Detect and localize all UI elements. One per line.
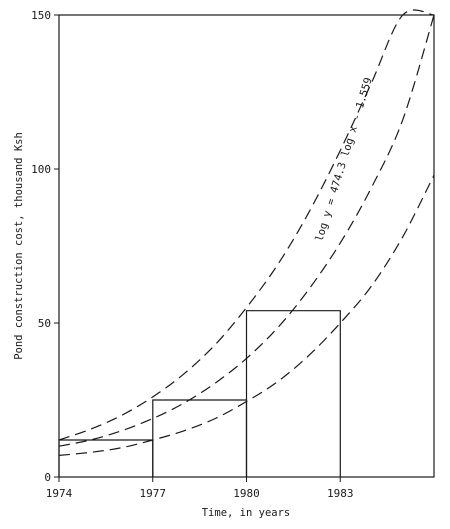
y-tick-label: 100 <box>31 163 51 176</box>
y-tick-label: 50 <box>38 317 51 330</box>
y-tick-label: 150 <box>31 9 51 22</box>
x-tick-label: 1974 <box>46 487 73 500</box>
cost-step-bar-3 <box>245 310 341 477</box>
x-tick-label: 1980 <box>233 487 260 500</box>
y-axis-title: Pond construction cost, thousand Ksh <box>13 132 25 360</box>
x-tick-label: 1983 <box>327 487 354 500</box>
cost-step-bar-2 <box>152 399 248 477</box>
step-bars <box>58 310 341 477</box>
cost-step-bar-1 <box>58 439 154 477</box>
x-axis-title: Time, in years <box>202 507 291 519</box>
axis-ticks: 1974 1977 1980 1983 0 50 100 150 <box>31 9 353 500</box>
regression-equation-label: log y = 474.3 log x - 1.559 <box>313 76 374 243</box>
x-tick-label: 1977 <box>140 487 167 500</box>
y-tick-label: 0 <box>44 471 51 484</box>
